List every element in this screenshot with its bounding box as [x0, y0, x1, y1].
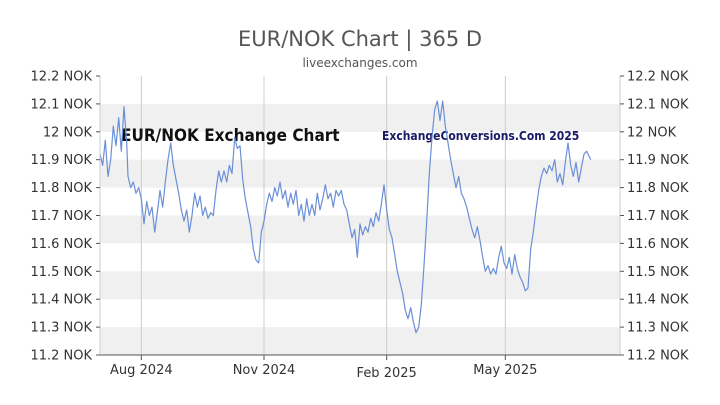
x-axis: Aug 2024 Nov 2024 Feb 2025 May 2025 — [110, 355, 537, 381]
watermark-right: ExchangeConversions.Com 2025 — [382, 129, 579, 143]
y-tick-label: 11.4 NOK — [30, 293, 92, 308]
chart-title: EUR/NOK Chart | 365 D — [238, 27, 482, 52]
x-tick-label: Nov 2024 — [233, 363, 296, 378]
y-tick-label: 12 NOK — [627, 125, 677, 140]
y-tick-label: 12.2 NOK — [30, 70, 92, 85]
y-axis-right: 12.2 NOK 12.1 NOK 12 NOK 11.9 NOK 11.8 NOK 11… — [620, 70, 689, 364]
grid-band — [100, 271, 620, 300]
watermark-left: EUR/NOK Exchange Chart — [121, 126, 340, 146]
y-tick-label: 12.1 NOK — [30, 97, 92, 112]
y-tick-label: 12.2 NOK — [627, 70, 689, 85]
grid-band — [100, 103, 620, 132]
y-tick-label: 11.4 NOK — [627, 293, 689, 308]
y-tick-label: 11.9 NOK — [30, 153, 92, 168]
series-line — [99, 100, 592, 334]
y-tick-label: 12.1 NOK — [627, 97, 689, 112]
vertical-grid — [140, 76, 506, 355]
y-tick-label: 12 NOK — [43, 125, 93, 140]
y-tick-label: 11.8 NOK — [627, 181, 689, 196]
y-tick-label: 11.6 NOK — [627, 237, 689, 252]
y-tick-label: 11.7 NOK — [627, 209, 689, 224]
grid-band — [100, 327, 620, 355]
x-tick-label: Aug 2024 — [110, 363, 173, 378]
x-tick-label: May 2025 — [473, 363, 537, 378]
y-tick-label: 11.8 NOK — [30, 181, 92, 196]
y-tick-label: 11.9 NOK — [627, 153, 689, 168]
grid-band — [100, 159, 620, 188]
y-axis-left: 12.2 NOK 12.1 NOK 12 NOK 11.9 NOK 11.8 NOK 11… — [30, 70, 100, 364]
chart-subtitle: liveexchanges.com — [302, 56, 417, 70]
grid-bands — [100, 103, 620, 355]
y-tick-label: 11.7 NOK — [30, 209, 92, 224]
y-tick-label: 11.2 NOK — [30, 349, 92, 364]
y-tick-label: 11.6 NOK — [30, 237, 92, 252]
y-tick-label: 11.5 NOK — [30, 265, 92, 280]
y-tick-label: 11.5 NOK — [627, 265, 689, 280]
x-tick-label: Feb 2025 — [357, 366, 417, 381]
y-tick-label: 11.3 NOK — [627, 321, 689, 336]
y-tick-label: 11.3 NOK — [30, 321, 92, 336]
y-tick-label: 11.2 NOK — [627, 349, 689, 364]
